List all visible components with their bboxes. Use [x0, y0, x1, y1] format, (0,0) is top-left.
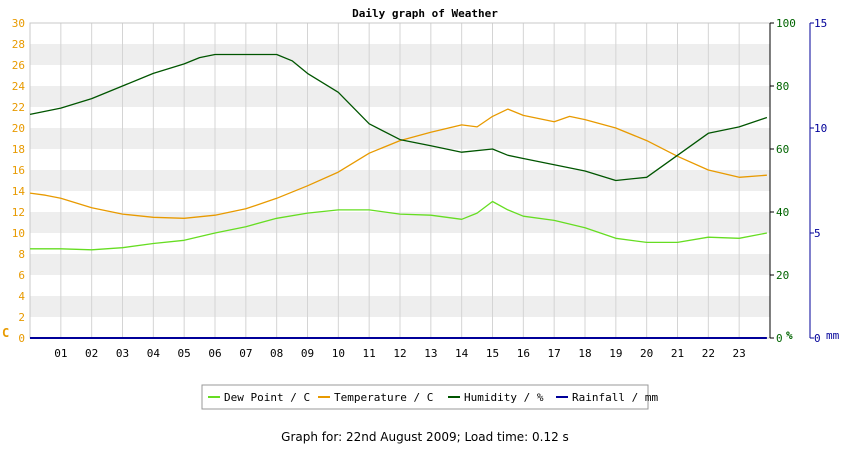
x-tick-label: 08 — [270, 347, 283, 360]
x-tick-label: 04 — [147, 347, 161, 360]
x-tick-label: 13 — [424, 347, 437, 360]
y-right2-tick-label: 5 — [814, 227, 821, 240]
legend-label: Dew Point / C — [224, 391, 310, 404]
legend-label: Rainfall / mm — [572, 391, 658, 404]
x-tick-label: 19 — [609, 347, 622, 360]
series-line-temperature — [29, 108, 767, 219]
y-right1-tick-label: 40 — [776, 206, 789, 219]
y-right2-tick-label: 15 — [814, 17, 827, 30]
x-tick-label: 03 — [116, 347, 129, 360]
y-left-tick-label: 26 — [12, 59, 25, 72]
legend: Dew Point / C Temperature / C Humidity / %… — [201, 384, 658, 410]
y-right1-unit: % — [786, 329, 793, 342]
x-tick-label: 01 — [54, 347, 67, 360]
series-line-dew — [30, 200, 768, 251]
y-left-tick-label: 14 — [12, 185, 26, 198]
plot-grid — [29, 22, 771, 339]
x-tick-label: 16 — [517, 347, 530, 360]
y-left-tick-label: 18 — [12, 143, 25, 156]
y-left-tick-label: 12 — [12, 206, 25, 219]
y-left-tick-label: 24 — [12, 80, 26, 93]
chart-footer: Graph for: 22nd August 2009; Load time: … — [281, 430, 569, 444]
x-tick-label: 18 — [578, 347, 591, 360]
y-left-tick-label: 4 — [18, 290, 25, 303]
x-tick-label: 09 — [301, 347, 314, 360]
y-right1-tick-label: 60 — [776, 143, 789, 156]
y-right1-tick-label: 0 — [776, 332, 783, 345]
x-tick-label: 07 — [239, 347, 252, 360]
x-tick-label: 11 — [363, 347, 376, 360]
y-left-tick-label: 6 — [18, 269, 25, 282]
x-tick-label: 22 — [702, 347, 715, 360]
x-tick-label: 06 — [208, 347, 221, 360]
legend-box — [201, 384, 649, 410]
y-left-tick-label: 30 — [12, 17, 25, 30]
y-left-tick-label: 0 — [18, 332, 25, 345]
x-tick-label: 21 — [671, 347, 684, 360]
legend-label: Humidity / % — [464, 391, 544, 404]
legend-label: Temperature / C — [334, 391, 433, 404]
series-line-humidity — [29, 53, 768, 182]
x-tick-label: 17 — [548, 347, 561, 360]
y-right1-tick-label: 100 — [776, 17, 796, 30]
y-right2-tick-label: 0 — [814, 332, 821, 345]
x-tick-label: 12 — [393, 347, 406, 360]
y-left-tick-label: 8 — [18, 248, 25, 261]
x-tick-label: 23 — [733, 347, 746, 360]
x-tick-label: 20 — [640, 347, 653, 360]
x-tick-label: 02 — [85, 347, 98, 360]
x-tick-label: 10 — [332, 347, 345, 360]
x-tick-label: 14 — [455, 347, 469, 360]
y-right1-tick-label: 80 — [776, 80, 789, 93]
y-left-tick-label: 20 — [12, 122, 25, 135]
y-left-tick-label: 10 — [12, 227, 25, 240]
series-layer — [29, 53, 768, 339]
y-left-tick-label: 28 — [12, 38, 25, 51]
chart-title: Daily graph of Weather — [352, 7, 498, 20]
y-left-tick-label: 16 — [12, 164, 25, 177]
y-left-tick-label: 22 — [12, 101, 25, 114]
y-left-unit: C — [2, 326, 9, 340]
y-right2-tick-label: 10 — [814, 122, 827, 135]
y-right2-unit: mm — [826, 329, 840, 342]
y-left-tick-label: 2 — [18, 311, 25, 324]
y-right1-tick-label: 20 — [776, 269, 789, 282]
x-tick-label: 15 — [486, 347, 499, 360]
x-tick-label: 05 — [178, 347, 191, 360]
